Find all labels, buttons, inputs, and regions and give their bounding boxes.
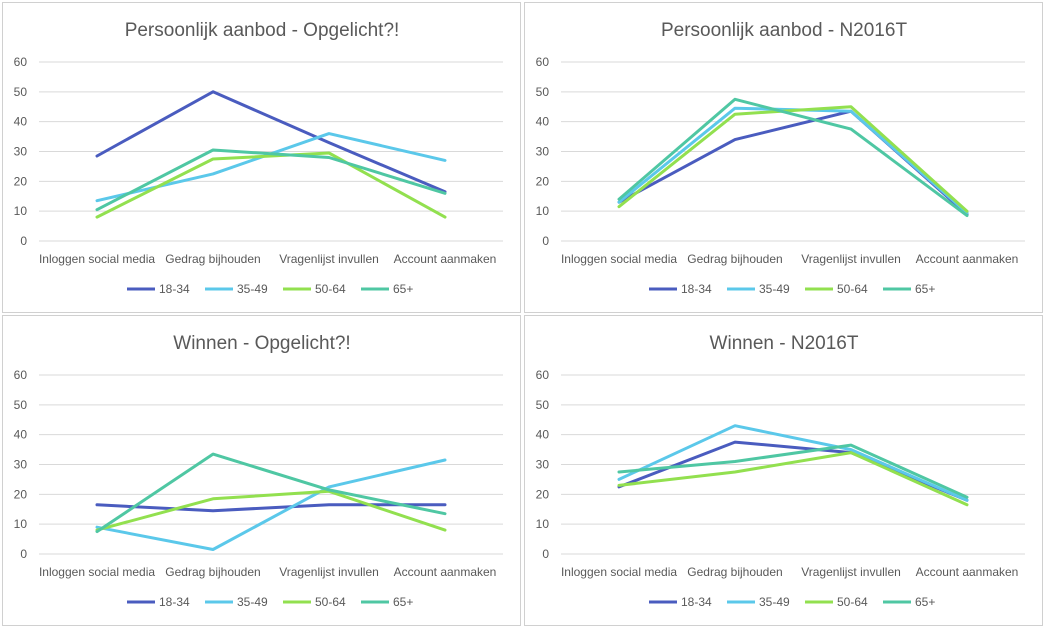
x-tick-label: Vragenlijst invullen xyxy=(279,565,379,579)
x-tick-label: Vragenlijst invullen xyxy=(279,252,379,266)
series-line-65+ xyxy=(617,443,969,499)
chart-svg-3: Winnen - N2016T 0 10 20 30 40 50 60 Inloggen soc… xyxy=(536,333,1025,609)
y-tick-label: 20 xyxy=(14,487,28,501)
chart-title: Winnen - N2016T xyxy=(710,333,859,354)
y-tick-label: 60 xyxy=(536,55,550,69)
legend-label: 35-49 xyxy=(237,282,268,296)
series-line-65+ xyxy=(95,148,447,212)
chart-panel-2: Winnen - Opgelicht?! 0 10 20 30 40 50 60 Inlogge… xyxy=(2,315,521,626)
x-tick-label: Account aanmaken xyxy=(394,252,497,266)
x-tick-label: Account aanmaken xyxy=(394,565,497,579)
legend-label: 50-64 xyxy=(315,595,346,609)
y-tick-label: 0 xyxy=(20,547,27,561)
x-tick-label: Vragenlijst invullen xyxy=(801,565,901,579)
series-line-18-34 xyxy=(617,440,969,502)
y-tick-label: 30 xyxy=(14,458,28,472)
chart-svg-2: Winnen - Opgelicht?! 0 10 20 30 40 50 60 Inlogge… xyxy=(14,333,503,609)
legend-label: 18-34 xyxy=(159,595,190,609)
y-tick-label: 20 xyxy=(14,174,28,188)
series-line-65+ xyxy=(95,452,447,534)
x-tick-label: Inloggen social media xyxy=(561,252,677,266)
y-tick-label: 50 xyxy=(14,85,28,99)
y-tick-label: 0 xyxy=(542,234,549,248)
y-tick-label: 0 xyxy=(542,547,549,561)
chart-title: Persoonlijk aanbod - Opgelicht?! xyxy=(125,20,400,41)
y-tick-label: 60 xyxy=(536,368,550,382)
legend-label: 18-34 xyxy=(681,282,712,296)
y-tick-label: 50 xyxy=(536,85,550,99)
chart-panel-0: Persoonlijk aanbod - Opgelicht?! 0 10 20 30 4… xyxy=(2,2,521,313)
y-tick-label: 40 xyxy=(14,428,28,442)
chart-svg-0: Persoonlijk aanbod - Opgelicht?! 0 10 20 30 4… xyxy=(14,20,503,296)
legend-label: 18-34 xyxy=(681,595,712,609)
legend-label: 50-64 xyxy=(837,595,868,609)
y-tick-label: 20 xyxy=(536,487,550,501)
x-tick-label: Account aanmaken xyxy=(916,252,1019,266)
legend-label: 65+ xyxy=(393,282,413,296)
legend-label: 50-64 xyxy=(315,282,346,296)
legend-label: 65+ xyxy=(915,282,935,296)
series-line-35-49 xyxy=(95,458,447,551)
chart-panel-3: Winnen - N2016T 0 10 20 30 40 50 60 Inloggen soc… xyxy=(524,315,1043,626)
series-line-50-64 xyxy=(617,451,969,507)
y-tick-label: 40 xyxy=(536,115,550,129)
x-tick-label: Gedrag bijhouden xyxy=(165,252,260,266)
chart-svg-1: Persoonlijk aanbod - N2016T 0 10 20 30 40 50 60… xyxy=(536,20,1025,296)
legend-label: 35-49 xyxy=(237,595,268,609)
x-tick-label: Account aanmaken xyxy=(916,565,1019,579)
y-tick-label: 40 xyxy=(536,428,550,442)
x-tick-label: Gedrag bijhouden xyxy=(687,252,782,266)
y-tick-label: 30 xyxy=(536,145,550,159)
series-line-35-49 xyxy=(617,424,969,502)
series-line-50-64 xyxy=(617,105,969,213)
chart-panel-1: Persoonlijk aanbod - N2016T 0 10 20 30 40 50 60… xyxy=(524,2,1043,313)
legend-label: 18-34 xyxy=(159,282,190,296)
series-line-18-34 xyxy=(95,90,447,194)
y-tick-label: 50 xyxy=(14,398,28,412)
x-tick-label: Inloggen social media xyxy=(39,252,155,266)
series-line-50-64 xyxy=(95,489,447,532)
chart-title: Persoonlijk aanbod - N2016T xyxy=(661,20,907,41)
series-line-65+ xyxy=(617,97,969,218)
y-tick-label: 60 xyxy=(14,368,28,382)
x-tick-label: Inloggen social media xyxy=(39,565,155,579)
chart-title: Winnen - Opgelicht?! xyxy=(173,333,350,354)
legend-label: 50-64 xyxy=(837,282,868,296)
legend-label: 65+ xyxy=(915,595,935,609)
y-tick-label: 10 xyxy=(14,204,28,218)
y-tick-label: 20 xyxy=(536,174,550,188)
legend-label: 35-49 xyxy=(759,595,790,609)
legend-label: 35-49 xyxy=(759,282,790,296)
y-tick-label: 10 xyxy=(536,517,550,531)
x-tick-label: Inloggen social media xyxy=(561,565,677,579)
x-tick-label: Gedrag bijhouden xyxy=(165,565,260,579)
y-tick-label: 30 xyxy=(14,145,28,159)
y-tick-label: 60 xyxy=(14,55,28,69)
series-line-18-34 xyxy=(95,503,447,513)
x-tick-label: Gedrag bijhouden xyxy=(687,565,782,579)
y-tick-label: 10 xyxy=(536,204,550,218)
y-tick-label: 0 xyxy=(20,234,27,248)
y-tick-label: 40 xyxy=(14,115,28,129)
legend-label: 65+ xyxy=(393,595,413,609)
y-tick-label: 30 xyxy=(536,458,550,472)
series-line-50-64 xyxy=(95,151,447,219)
y-tick-label: 10 xyxy=(14,517,28,531)
y-tick-label: 50 xyxy=(536,398,550,412)
x-tick-label: Vragenlijst invullen xyxy=(801,252,901,266)
